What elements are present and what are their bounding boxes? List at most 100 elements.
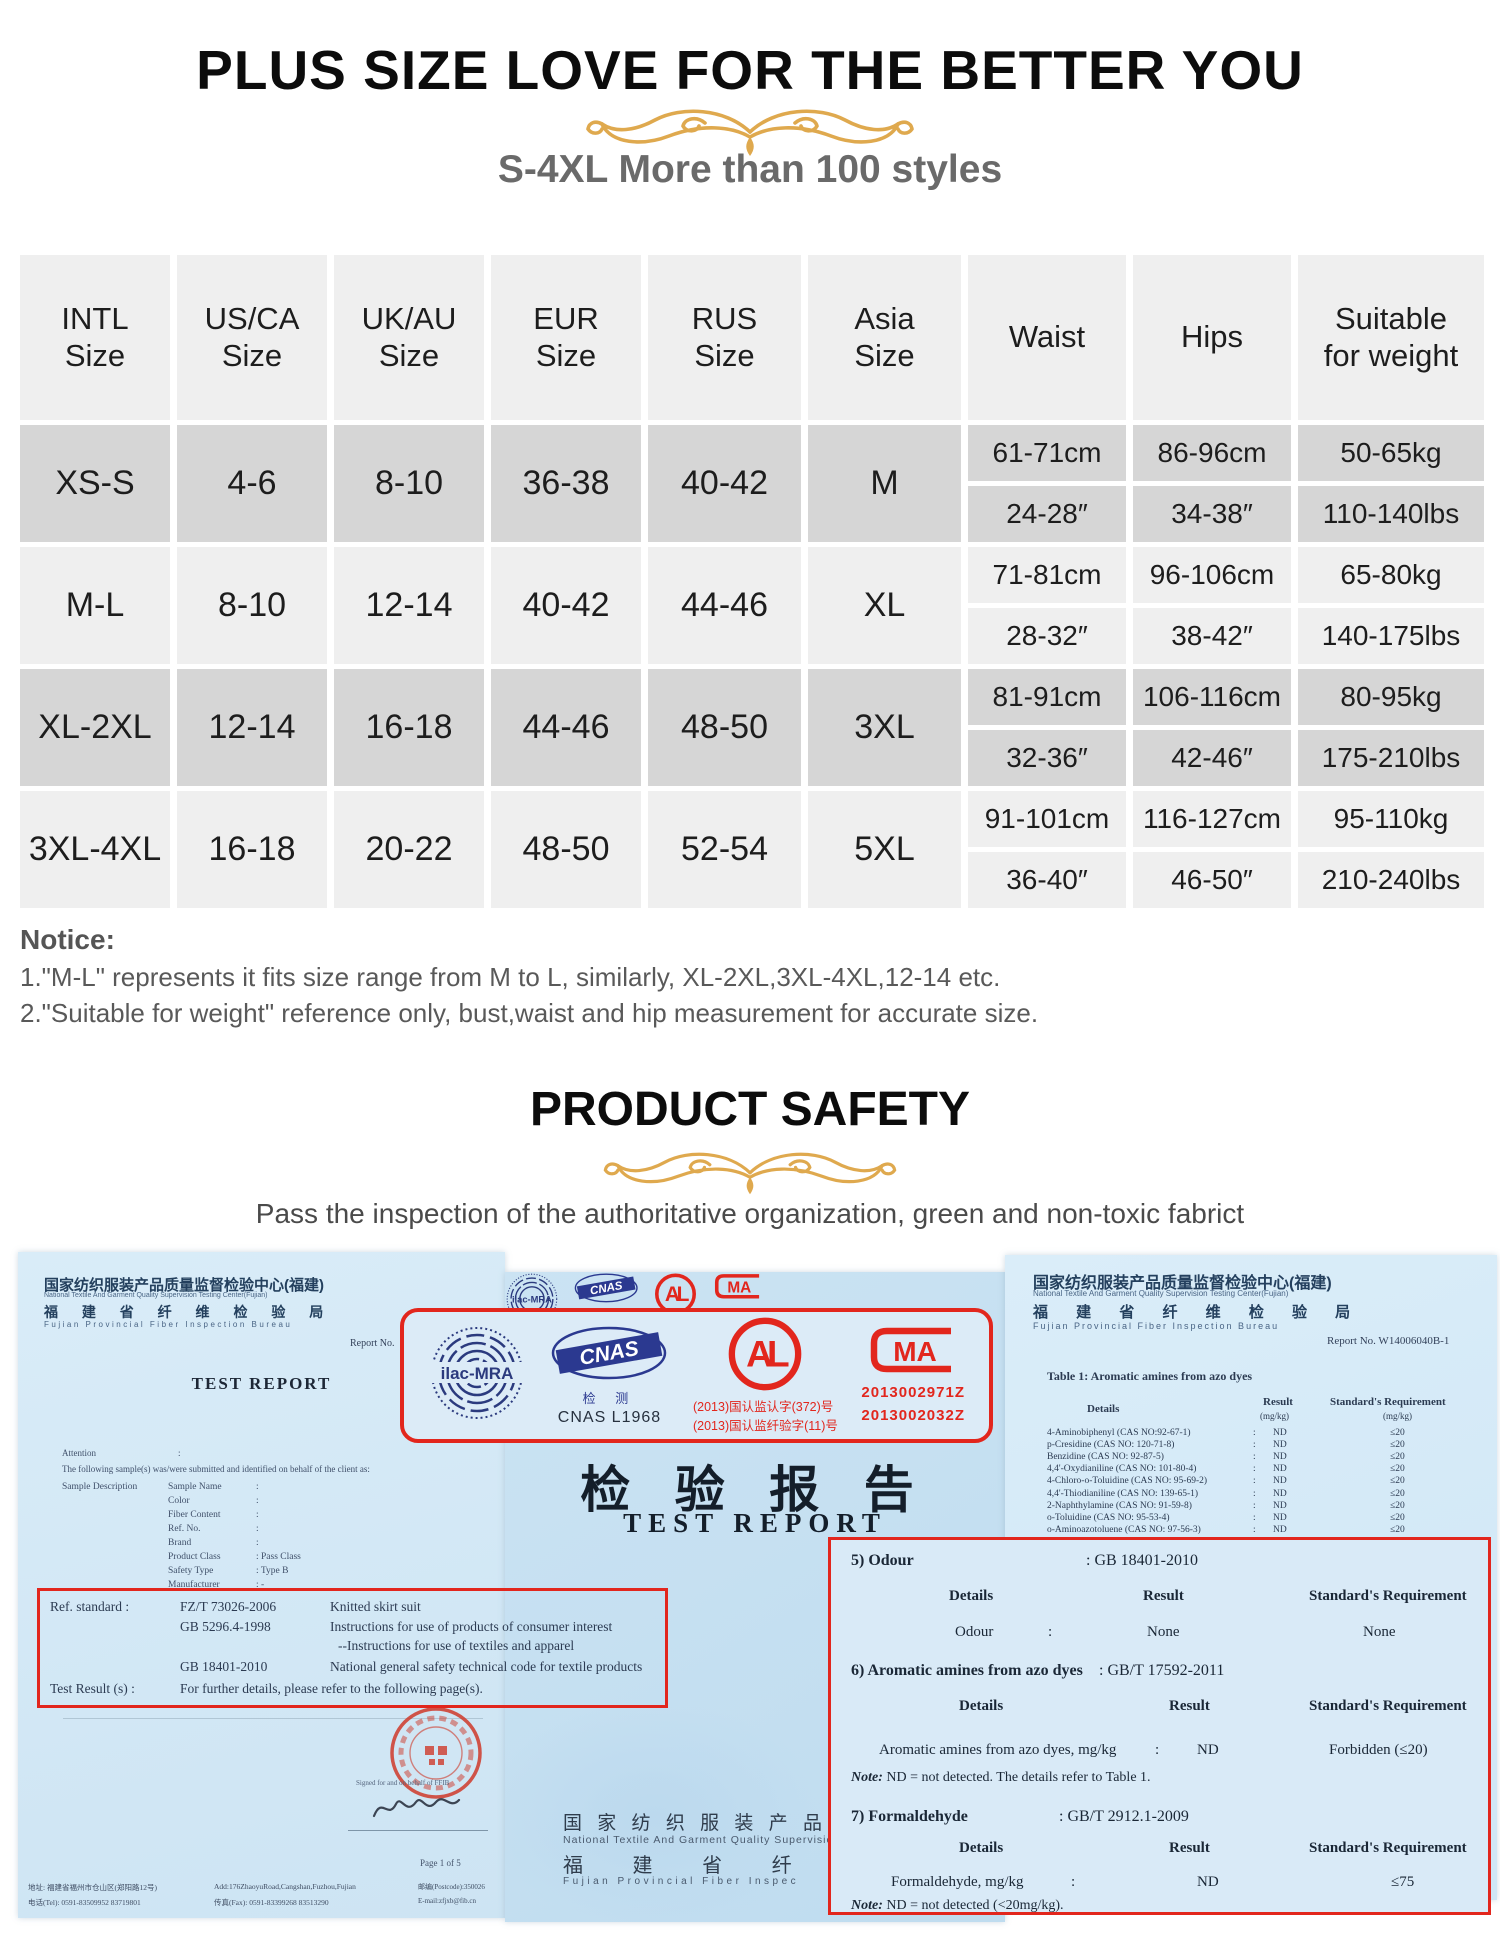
field-value: : [256, 1510, 259, 1520]
chem-req: ≤20 [1390, 1476, 1405, 1486]
ilac-mra-badge: ilac-MRA [428, 1324, 526, 1427]
panel-result: None [1147, 1624, 1180, 1640]
report-title-zh: 检 验 报 告 [580, 1462, 930, 1518]
attention-colon: : [178, 1448, 181, 1458]
size-cell: 71-81cm [968, 547, 1126, 603]
size-cell: 24-28″ [968, 486, 1126, 542]
size-cell: M-L [20, 547, 170, 664]
section-7-note: Note: ND = not detected (<20mg/kg). [851, 1898, 1064, 1914]
section-6-standard: : GB/T 17592-2011 [1099, 1662, 1225, 1679]
col-result-unit: (mg/kg) [1260, 1411, 1289, 1421]
panel-col-details: Details [949, 1588, 994, 1604]
field-label: Ref. No. [168, 1524, 201, 1534]
signature-line [348, 1830, 488, 1831]
size-cell: 38-42″ [1133, 608, 1291, 664]
size-cell: 95-110kg [1298, 791, 1484, 847]
col-header-usca-size: US/CA Size [177, 255, 327, 420]
size-cell: 106-116cm [1133, 669, 1291, 725]
cal-license-line-2: (2013)国认监纤验字(11)号 [692, 1419, 838, 1433]
note-text: ND = not detected. The details refer to … [886, 1770, 1151, 1785]
col-result: Result [1263, 1396, 1293, 1408]
chem-colon: : [1253, 1501, 1256, 1511]
size-cell: 110-140lbs [1298, 486, 1484, 542]
field-value: : Pass Class [256, 1552, 301, 1562]
panel-col-details: Details [959, 1840, 1004, 1856]
svg-text:AL: AL [665, 1283, 690, 1306]
size-cell: 48-50 [491, 791, 641, 908]
chem-req: ≤20 [1390, 1525, 1405, 1535]
cert-bureau-en: Fujian Provincial Fiber Inspection Burea… [44, 1320, 293, 1329]
chem-result: ND [1273, 1525, 1287, 1535]
section-5-standard: : GB 18401-2010 [1086, 1552, 1198, 1569]
ref-standard-label: Ref. standard : [50, 1599, 130, 1614]
panel-value: Odour [955, 1624, 994, 1640]
ma-cert-number-1: 2013002971Z [861, 1383, 965, 1401]
ref-standard-code: FZ/T 73026-2006 [180, 1599, 277, 1614]
size-cell: 12-14 [334, 547, 484, 664]
chem-req: ≤20 [1390, 1513, 1405, 1523]
size-cell: 210-240lbs [1298, 852, 1484, 908]
size-cell: 48-50 [648, 669, 801, 786]
size-cell: 175-210lbs [1298, 730, 1484, 786]
chem-colon: : [1253, 1428, 1256, 1438]
watermark-blob [505, 1702, 825, 1922]
col-header-intl-size: INTL Size [20, 255, 170, 420]
ref-standard-code: GB 5296.4-1998 [180, 1619, 271, 1634]
panel-value: Formaldehyde, mg/kg [891, 1874, 1024, 1890]
sample-description-label: Sample Description [62, 1482, 138, 1492]
size-cell: 96-106cm [1133, 547, 1291, 603]
chem-result: ND [1273, 1476, 1287, 1486]
panel-col-requirement: Standard's Requirement [1309, 1840, 1467, 1856]
ref-standard-callout: Ref. standard : FZ/T 73026-2006 Knitted … [37, 1588, 668, 1708]
panel-col-result: Result [1169, 1698, 1210, 1714]
panel-col-result: Result [1143, 1588, 1184, 1604]
chem-colon: : [1253, 1440, 1256, 1450]
size-cell: 5XL [808, 791, 961, 908]
chem-colon: : [1253, 1489, 1256, 1499]
accreditation-logos-callout: ilac-MRA CNAS 检 测 CNAS L1968 AL [400, 1308, 993, 1443]
cert-bureau-zh: 福 建 省 纤 维 检 验 局 [1033, 1304, 1363, 1321]
svg-text:AL: AL [747, 1333, 790, 1375]
chem-result: ND [1273, 1428, 1287, 1438]
ref-standard-desc: National general safety technical code f… [330, 1659, 643, 1674]
cnas-logo-icon: CNAS [552, 1326, 667, 1380]
chem-req: ≤20 [1390, 1501, 1405, 1511]
panel-col-requirement: Standard's Requirement [1309, 1698, 1467, 1714]
size-cell: 86-96cm [1133, 425, 1291, 481]
ref-standard-desc: Knitted skirt suit [330, 1599, 421, 1614]
size-cell: M [808, 425, 961, 542]
footer-address-en: Add:176ZhaoyuRoad,Cangshan,Fuzhou,Fujian [214, 1882, 356, 1891]
size-chart-table: INTL Size US/CA Size UK/AU Size EUR Size… [20, 255, 1484, 908]
cert-org-en: National Textile And Garment Quality Sup… [1033, 1289, 1289, 1298]
table1-title: Table 1: Aromatic amines from azo dyes [1047, 1369, 1253, 1383]
chem-result: ND [1273, 1513, 1287, 1523]
size-cell: 8-10 [177, 547, 327, 664]
notice-line-2: 2."Suitable for weight" reference only, … [20, 998, 1039, 1028]
svg-text:CNAS: CNAS [589, 1280, 624, 1298]
section-7-title: 7) Formaldehyde [851, 1808, 968, 1825]
chem-name: 4-Chloro-o-Toluidine (CAS NO: 95-69-2) [1047, 1476, 1208, 1486]
field-value: : [256, 1524, 259, 1534]
field-label: Sample Name [168, 1482, 222, 1492]
safety-section-title: PRODUCT SAFETY [529, 1083, 970, 1136]
panel-col-result: Result [1169, 1840, 1210, 1856]
size-cell: 16-18 [177, 791, 327, 908]
ma-logo-icon: MA [714, 1274, 760, 1299]
panel-result: ND [1197, 1874, 1219, 1890]
size-cell: 65-80kg [1298, 547, 1484, 603]
size-cell: 12-14 [177, 669, 327, 786]
size-cell: 116-127cm [1133, 791, 1291, 847]
note-label: Note: [851, 1898, 883, 1913]
chem-result: ND [1273, 1501, 1287, 1511]
svg-text:MA: MA [727, 1279, 751, 1296]
ilac-mra-logo-icon: ilac-MRA [431, 1327, 523, 1419]
size-cell: 32-36″ [968, 730, 1126, 786]
col-header-asia-size: Asia Size [808, 255, 961, 420]
stamp-icon [388, 1705, 484, 1806]
cnas-accreditation-number: CNAS L1968 [557, 1409, 662, 1426]
section-6-note: Note: ND = not detected. The details ref… [851, 1770, 1151, 1786]
ma-logo-icon: MA [870, 1327, 952, 1372]
col-header-eur-size: EUR Size [491, 255, 641, 420]
test-report-title: TEST REPORT [191, 1374, 332, 1393]
col-details: Details [1087, 1403, 1120, 1415]
